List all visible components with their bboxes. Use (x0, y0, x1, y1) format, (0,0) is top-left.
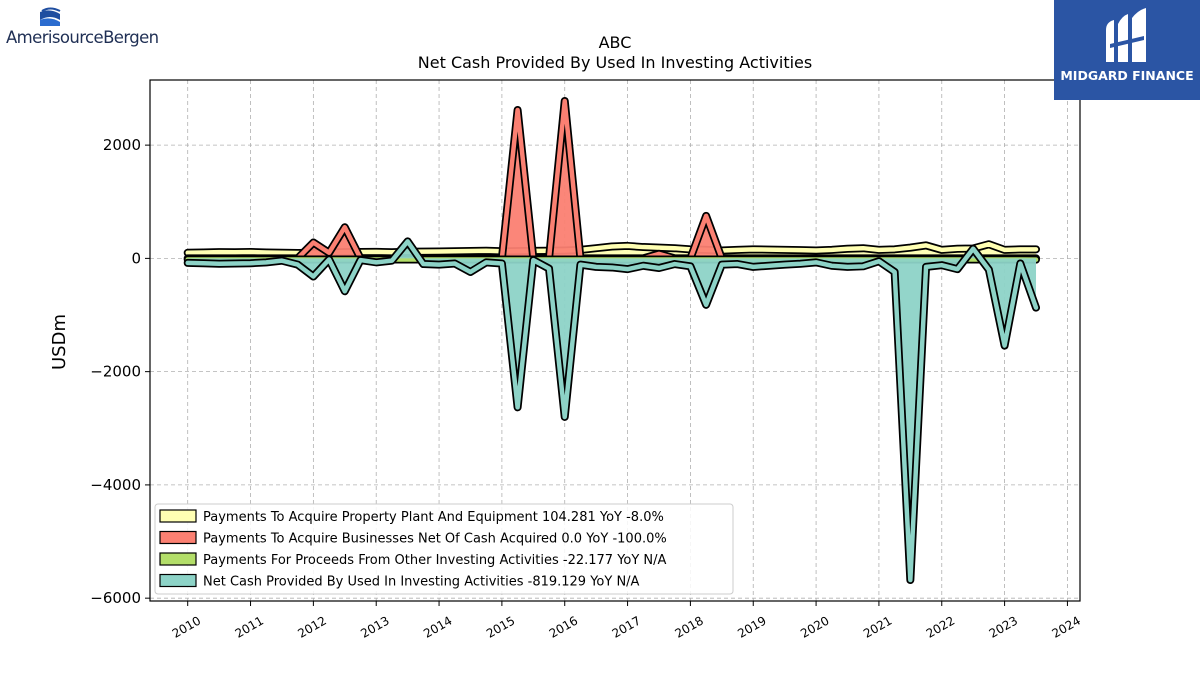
y-tick-label: 0 (131, 249, 141, 267)
x-tick-label: 2018 (672, 613, 705, 640)
x-tick-label: 2016 (547, 613, 580, 640)
x-tick-label: 2011 (233, 613, 266, 640)
series-line-net-cash-provided-by-used-in-investing-activities (185, 239, 1039, 583)
legend-swatch (159, 509, 197, 523)
x-tick-label: 2023 (987, 613, 1020, 640)
series-outline-payments-to-acquire-businesses-net-of-cash-acquired (183, 96, 1041, 263)
y-tick-label: 2000 (103, 136, 141, 154)
logo-mark-icon (40, 7, 61, 26)
chart-title: ABC (599, 33, 632, 52)
x-tick-label: 2019 (735, 613, 768, 640)
x-tick-label: 2021 (861, 613, 894, 640)
x-tick-label: 2014 (421, 613, 454, 640)
midgard-finance-logo: MIDGARD FINANCE (1054, 0, 1200, 100)
left-logo-text: AmerisourceBergen (6, 28, 159, 47)
legend-entry-label: Payments To Acquire Businesses Net Of Ca… (203, 532, 667, 547)
x-tick-label: 2010 (170, 613, 203, 640)
y-tick-label: −6000 (90, 589, 141, 607)
x-tick-label: 2012 (295, 613, 328, 640)
series-area-payments-to-acquire-businesses-net-of-cash-acquired (187, 100, 1037, 259)
x-tick-label: 2017 (610, 613, 643, 640)
y-tick-label: −4000 (90, 476, 141, 494)
x-tick-label: 2013 (358, 613, 391, 640)
right-logo-text: MIDGARD FINANCE (1060, 68, 1194, 83)
legend-entry-label: Payments For Proceeds From Other Investi… (203, 553, 667, 568)
legend-swatch (159, 552, 197, 566)
y-tick-label: −2000 (90, 363, 141, 381)
legend-box (154, 503, 734, 595)
amerisourcebergen-logo: AmerisourceBergen (6, 4, 166, 48)
x-tick-label: 2015 (484, 613, 517, 640)
legend-swatch (159, 530, 197, 545)
legend-entry-label: Net Cash Provided By Used In Investing A… (203, 575, 640, 590)
chart-subtitle: Net Cash Provided By Used In Investing A… (418, 53, 812, 72)
legend-entry-label: Payments To Acquire Property Plant And E… (203, 510, 664, 525)
x-tick-label: 2020 (798, 613, 831, 640)
x-tick-label: 2022 (924, 613, 957, 640)
x-tick-label: 2024 (1049, 613, 1082, 640)
midgard-logo-mark-icon (1106, 8, 1146, 62)
plot-frame (149, 79, 1081, 602)
y-axis-label: USDm (49, 314, 70, 370)
series-line-payments-to-acquire-businesses-net-of-cash-acquired (185, 98, 1039, 261)
legend: Payments To Acquire Property Plant And E… (154, 503, 734, 595)
legend-swatch (159, 573, 197, 588)
series-areas (183, 96, 1041, 585)
